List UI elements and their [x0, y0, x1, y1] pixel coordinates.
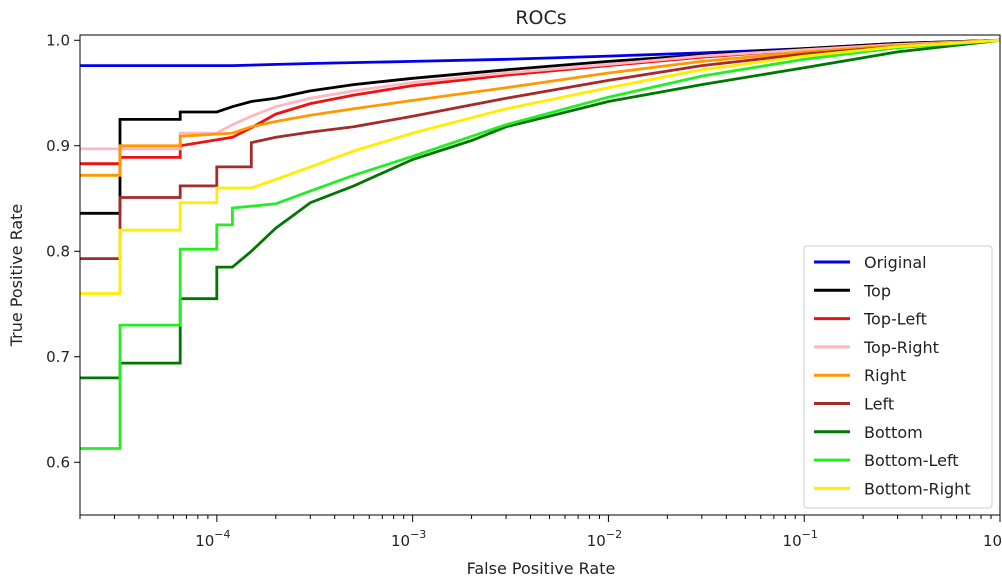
- y-tick-label: 0.6: [46, 453, 70, 471]
- x-axis: 10−4 10−3 10−2 10−1 100: [79, 515, 1002, 550]
- plot-frame: [79, 34, 1001, 516]
- legend-box: [803, 245, 993, 509]
- y-tick-label: 0.9: [46, 137, 70, 155]
- y-axis-label: True Positive Rate: [7, 204, 26, 348]
- x-tick-label: 10−3: [391, 528, 426, 550]
- series-line-top-right: [80, 38, 1001, 151]
- x-tick-label: 10−4: [195, 528, 230, 550]
- legend-label: Bottom-Left: [864, 451, 959, 470]
- y-tick-label: 0.7: [46, 348, 70, 366]
- series-line-bottom-left: [80, 38, 1001, 450]
- series-line-left: [80, 38, 1001, 261]
- series-line-bottom: [80, 38, 1001, 380]
- y-tick-label: 0.8: [46, 242, 70, 260]
- y-axis: 0.6 0.7 0.8 0.9 1.0: [46, 31, 80, 471]
- legend-label: Bottom-Right: [864, 479, 971, 498]
- series-line-right: [80, 38, 1001, 177]
- series-line-bottom-right: [80, 38, 1001, 295]
- chart-title: ROCs: [515, 7, 566, 29]
- legend-label: Left: [864, 395, 894, 414]
- legend-label: Top-Right: [863, 338, 939, 357]
- x-tick-label: 100: [983, 528, 1002, 550]
- series-group: [80, 38, 1001, 450]
- x-tick-label: 10−2: [587, 528, 622, 550]
- legend-label: Original: [864, 253, 927, 272]
- legend-label: Top: [863, 281, 891, 300]
- x-axis-label: False Positive Rate: [467, 559, 616, 578]
- y-tick-label: 1.0: [46, 31, 70, 49]
- legend-label: Bottom: [864, 423, 923, 442]
- legend-label: Right: [864, 366, 906, 385]
- legend: Original Top Top-Left Top-Right Right Left Bot…: [803, 245, 993, 509]
- legend-label: Top-Left: [863, 310, 927, 329]
- x-tick-label: 10−1: [783, 528, 818, 550]
